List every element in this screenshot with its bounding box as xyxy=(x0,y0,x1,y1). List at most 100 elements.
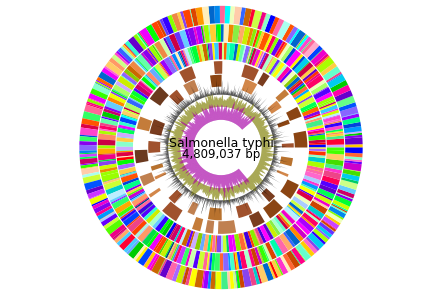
Polygon shape xyxy=(273,136,279,137)
Wedge shape xyxy=(302,212,318,227)
Polygon shape xyxy=(251,114,258,120)
Polygon shape xyxy=(178,138,194,142)
Polygon shape xyxy=(210,174,213,184)
Polygon shape xyxy=(245,106,251,115)
Polygon shape xyxy=(251,113,260,120)
Polygon shape xyxy=(194,116,203,127)
Wedge shape xyxy=(207,271,212,289)
Polygon shape xyxy=(176,178,178,180)
Wedge shape xyxy=(134,59,148,72)
Polygon shape xyxy=(183,115,190,121)
Polygon shape xyxy=(270,167,274,168)
Polygon shape xyxy=(181,117,189,123)
Polygon shape xyxy=(259,129,267,132)
Polygon shape xyxy=(252,190,254,192)
Wedge shape xyxy=(95,81,111,90)
Polygon shape xyxy=(273,157,277,158)
Polygon shape xyxy=(260,183,263,186)
Wedge shape xyxy=(185,249,192,266)
Wedge shape xyxy=(263,199,283,219)
Polygon shape xyxy=(248,178,255,185)
Polygon shape xyxy=(186,175,191,181)
Polygon shape xyxy=(268,171,271,172)
Polygon shape xyxy=(250,98,253,103)
Polygon shape xyxy=(258,125,267,130)
Polygon shape xyxy=(187,117,191,120)
Polygon shape xyxy=(224,188,225,201)
Polygon shape xyxy=(225,108,227,120)
Polygon shape xyxy=(191,107,197,115)
Polygon shape xyxy=(245,109,249,114)
Polygon shape xyxy=(253,189,255,191)
Polygon shape xyxy=(210,108,213,121)
Polygon shape xyxy=(255,120,261,125)
Polygon shape xyxy=(187,159,196,163)
Polygon shape xyxy=(166,130,171,131)
Polygon shape xyxy=(249,177,257,185)
Polygon shape xyxy=(249,112,256,118)
Polygon shape xyxy=(216,98,217,107)
Polygon shape xyxy=(164,133,170,134)
Wedge shape xyxy=(208,207,222,220)
Polygon shape xyxy=(188,127,198,133)
Polygon shape xyxy=(259,130,267,133)
Wedge shape xyxy=(101,172,119,182)
Polygon shape xyxy=(209,199,210,205)
Polygon shape xyxy=(248,193,251,199)
Polygon shape xyxy=(176,162,183,164)
Polygon shape xyxy=(252,173,262,181)
Wedge shape xyxy=(119,121,137,128)
Polygon shape xyxy=(198,115,205,125)
Polygon shape xyxy=(256,103,260,108)
Polygon shape xyxy=(182,160,196,168)
Polygon shape xyxy=(236,185,239,193)
Polygon shape xyxy=(193,181,198,188)
Polygon shape xyxy=(180,130,196,136)
Polygon shape xyxy=(246,180,255,191)
Polygon shape xyxy=(215,200,216,213)
Polygon shape xyxy=(174,130,183,134)
Polygon shape xyxy=(247,194,251,201)
Polygon shape xyxy=(246,106,254,116)
Polygon shape xyxy=(231,173,236,185)
Polygon shape xyxy=(175,117,177,119)
Polygon shape xyxy=(182,156,195,161)
Polygon shape xyxy=(177,119,187,125)
Polygon shape xyxy=(236,112,244,124)
Wedge shape xyxy=(180,50,188,67)
Polygon shape xyxy=(238,101,242,111)
Polygon shape xyxy=(172,159,182,162)
Polygon shape xyxy=(194,168,203,179)
Polygon shape xyxy=(186,135,195,138)
Polygon shape xyxy=(178,171,187,177)
Polygon shape xyxy=(245,104,254,115)
Wedge shape xyxy=(343,168,361,172)
Wedge shape xyxy=(127,216,144,232)
Polygon shape xyxy=(253,173,263,181)
Polygon shape xyxy=(239,117,246,126)
Polygon shape xyxy=(233,112,238,122)
Wedge shape xyxy=(140,80,154,92)
Polygon shape xyxy=(204,102,207,109)
Polygon shape xyxy=(194,183,201,194)
Polygon shape xyxy=(240,103,245,112)
Polygon shape xyxy=(254,118,262,124)
Polygon shape xyxy=(196,120,202,127)
Polygon shape xyxy=(174,157,181,158)
Wedge shape xyxy=(113,84,130,97)
Polygon shape xyxy=(206,199,209,213)
Polygon shape xyxy=(259,108,263,111)
Polygon shape xyxy=(183,106,185,109)
Polygon shape xyxy=(156,157,169,160)
Wedge shape xyxy=(131,90,148,103)
Wedge shape xyxy=(199,233,206,251)
Wedge shape xyxy=(151,163,164,171)
Polygon shape xyxy=(253,190,256,194)
Polygon shape xyxy=(211,95,214,107)
Polygon shape xyxy=(172,117,176,119)
Polygon shape xyxy=(210,174,213,184)
Polygon shape xyxy=(264,115,267,117)
Polygon shape xyxy=(193,168,202,177)
Polygon shape xyxy=(261,154,272,156)
Polygon shape xyxy=(177,150,194,151)
